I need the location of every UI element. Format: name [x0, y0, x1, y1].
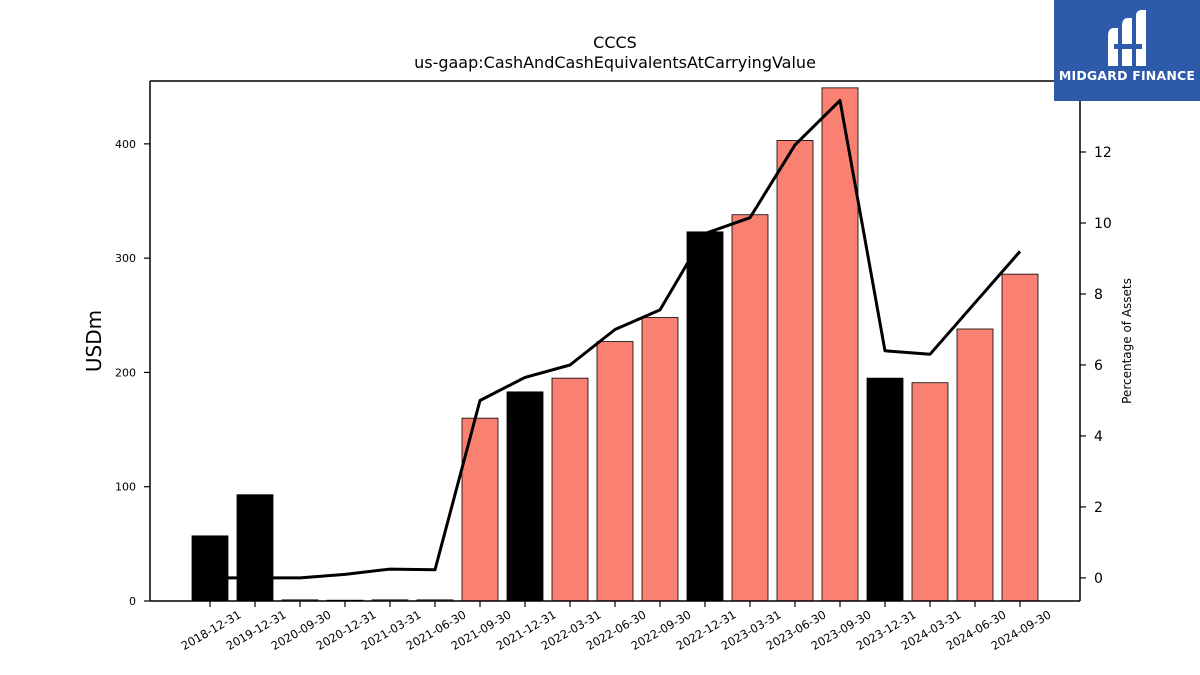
brand-logo: MIDGARD FINANCE — [1054, 0, 1200, 101]
bar-2023-03-31 — [731, 214, 769, 602]
y-tick-label: 300 — [115, 252, 136, 265]
bar-2022-09-30 — [641, 317, 679, 602]
y2-tick-label: 6 — [1094, 358, 1103, 374]
logo-text: MIDGARD FINANCE — [1058, 68, 1196, 83]
y2-tick-label: 2 — [1094, 500, 1103, 516]
y-tick-label: 0 — [129, 595, 136, 608]
bar-2024-06-30 — [956, 328, 994, 602]
y-axis-label: USDm — [82, 310, 106, 372]
bar-2023-12-31 — [866, 377, 904, 602]
line-layer — [210, 99, 1022, 580]
logo-mark-icon — [1108, 10, 1146, 66]
y-tick-label: 100 — [115, 481, 136, 494]
y2-tick-label: 8 — [1094, 287, 1103, 303]
bar-2024-09-30 — [1001, 273, 1039, 602]
y2-tick-label: 0 — [1094, 571, 1103, 587]
y-tick-label: 200 — [115, 366, 136, 379]
y2-tick-label: 12 — [1094, 145, 1112, 161]
bar-2019-12-31 — [236, 494, 274, 602]
bar-2022-06-30 — [596, 341, 634, 602]
y2-axis-label: Percentage of Assets — [1120, 278, 1134, 404]
y2-tick-label: 4 — [1094, 429, 1103, 445]
bar-2023-06-30 — [776, 140, 814, 602]
bar-2024-03-31 — [911, 382, 949, 602]
percentage-line — [210, 99, 1022, 580]
chart-subtitle: us-gaap:CashAndCashEquivalentsAtCarrying… — [414, 53, 816, 72]
bar-2018-12-31 — [191, 535, 229, 602]
bars-layer — [191, 87, 1039, 602]
bar-2022-12-31 — [686, 231, 724, 602]
bar-2022-03-31 — [551, 377, 589, 602]
y-tick-label: 400 — [115, 138, 136, 151]
y2-tick-label: 10 — [1094, 216, 1112, 232]
chart-title: CCCS — [593, 33, 637, 52]
bar-2021-12-31 — [506, 391, 544, 602]
